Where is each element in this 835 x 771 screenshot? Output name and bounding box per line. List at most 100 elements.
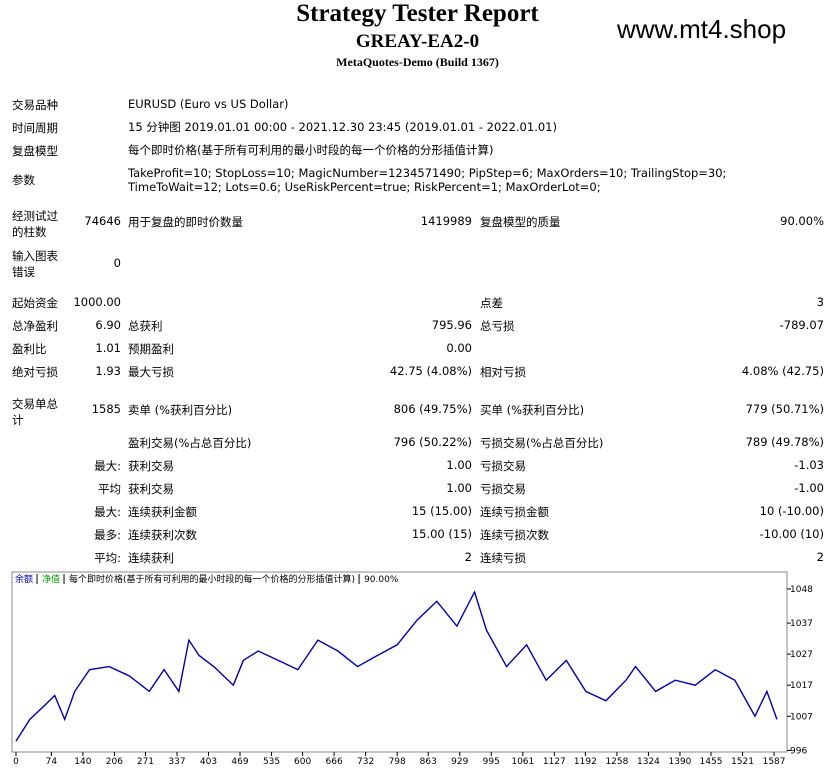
stat-value: 6.90 <box>95 318 121 332</box>
stat-value: 1419989 <box>420 214 472 228</box>
x-tick-label: 403 <box>200 757 217 767</box>
balance-line <box>15 590 778 742</box>
x-tick-label: 469 <box>231 757 248 767</box>
stat-value: 0 <box>113 256 121 270</box>
x-tick-label: 535 <box>263 757 280 767</box>
stat-label: 点差 <box>480 296 503 310</box>
x-tick-label: 666 <box>326 757 343 767</box>
x-tick-label: 1324 <box>637 757 660 767</box>
build: MetaQuotes-Demo (Build 1367) <box>336 55 499 69</box>
plot-frame <box>11 571 788 753</box>
stat-value: 1585 <box>91 402 121 416</box>
stat-value: 15 (15.00) <box>411 504 472 518</box>
balance-chart: 996 1007 1017 1027 1037 1048 0 74 140 206 271 337 40… <box>11 571 813 767</box>
subtitle: GREAY-EA2-0 <box>355 31 480 52</box>
y-tick-label: 1027 <box>790 650 813 660</box>
stat-value: 最多: <box>94 528 121 542</box>
x-tick-label: 206 <box>106 757 123 767</box>
info-value: 每个即时价格(基于所有可利用的最小时段的每一个价格的分形插值计算) <box>128 143 494 157</box>
stat-label: 亏损交易 <box>480 482 526 496</box>
stat-label: 最大亏损 <box>128 365 174 379</box>
stat-label: 起始资金 <box>12 296 58 310</box>
stat-label: 用于复盘的即时价数量 <box>128 215 243 229</box>
stat-label: 总亏损 <box>480 319 515 333</box>
x-tick-label: 995 <box>483 757 500 767</box>
x-tick-label: 0 <box>13 757 19 767</box>
x-tick-label: 929 <box>451 757 468 767</box>
info-label: 复盘模型 <box>12 144 58 158</box>
x-tick-label: 1127 <box>543 757 566 767</box>
stat-value: 1.00 <box>446 481 472 495</box>
stat-value: 796 (50.22%) <box>393 435 472 449</box>
stat-value: 42.75 (4.08%) <box>389 364 472 378</box>
x-tick-label: 1192 <box>574 757 597 767</box>
stat-value: 15.00 (15) <box>411 527 472 541</box>
stat-label: 输入图表错误 <box>12 249 58 279</box>
stat-label: 经测试过的柱数 <box>12 209 58 239</box>
stat-label: 买单 (%获利百分比) <box>480 403 585 417</box>
x-tick-label: 798 <box>389 757 406 767</box>
x-tick-label: 1390 <box>669 757 692 767</box>
stat-label: 相对亏损 <box>480 365 526 379</box>
y-tick-label: 1007 <box>790 712 813 722</box>
info-label: 交易品种 <box>12 98 58 112</box>
stat-label: 盈利交易(%占总百分比) <box>128 436 252 450</box>
x-tick-label: 140 <box>74 757 91 767</box>
stat-value: 最大: <box>94 505 121 519</box>
stat-value: 1000.00 <box>73 295 121 309</box>
legend-entry: 余额 <box>15 573 33 585</box>
stat-value: 平均: <box>94 551 121 565</box>
stat-value: 2 <box>464 550 472 564</box>
y-tick-label: 1037 <box>790 619 813 629</box>
stat-label: 连续获利金额 <box>128 505 197 519</box>
stat-label: 绝对亏损 <box>12 365 58 379</box>
stat-value: 806 (49.75%) <box>393 402 472 416</box>
legend-quality: 90.00% <box>364 575 399 585</box>
stat-label: 总净盈利 <box>12 319 58 333</box>
x-tick-label: 863 <box>420 757 437 767</box>
legend-entry: 净值 <box>42 573 60 585</box>
stat-value: 最大: <box>94 459 121 473</box>
y-tick-label: 1048 <box>790 585 813 595</box>
stat-value: 0.00 <box>446 341 472 355</box>
x-tick-label: 337 <box>168 757 185 767</box>
stat-label: 卖单 (%获利百分比) <box>128 403 233 417</box>
y-tick-label: 996 <box>790 746 807 756</box>
stat-label: 连续亏损金额 <box>480 505 549 519</box>
stat-value: 4.08% (42.75) <box>741 364 824 378</box>
info-value: 15 分钟图 2019.01.01 00:00 - 2021.12.30 23:… <box>128 120 557 134</box>
x-tick-label: 1061 <box>511 757 534 767</box>
x-tick-label: 271 <box>137 757 154 767</box>
title: Strategy Tester Report <box>296 0 539 27</box>
x-tick-label: 600 <box>294 757 311 767</box>
stat-label: 复盘模型的质量 <box>480 215 561 229</box>
stat-value: 779 (50.71%) <box>745 402 824 416</box>
stat-value: 74646 <box>84 214 121 228</box>
watermark: www.mt4.shop <box>617 14 787 44</box>
stat-value: -10.00 (10) <box>759 527 824 541</box>
stat-label: 获利交易 <box>128 482 174 496</box>
x-tick-label: 1521 <box>731 757 754 767</box>
info-label: 参数 <box>12 173 35 187</box>
x-tick-label: 732 <box>357 757 374 767</box>
stat-value: 2 <box>816 550 824 564</box>
stat-label: 总获利 <box>128 319 163 333</box>
stat-value: -1.00 <box>794 481 824 495</box>
stat-value: 1.01 <box>95 341 121 355</box>
stat-label: 交易单总计 <box>12 397 58 427</box>
stat-label: 亏损交易 <box>480 459 526 473</box>
stat-value: 平均 <box>98 482 121 496</box>
x-tick-label: 1587 <box>763 757 786 767</box>
stat-value: -789.07 <box>779 318 824 332</box>
x-tick-label: 1455 <box>700 757 723 767</box>
info-value: TakeProfit=10; StopLoss=10; MagicNumber=… <box>128 166 727 194</box>
stat-value: -1.03 <box>794 458 824 472</box>
stat-label: 连续获利 <box>128 551 174 565</box>
stat-label: 预期盈利 <box>128 342 174 356</box>
stat-value: 789 (49.78%) <box>745 435 824 449</box>
stat-value: 10 (-10.00) <box>759 504 824 518</box>
stat-label: 连续亏损次数 <box>480 528 549 542</box>
stat-value: 795.96 <box>431 318 472 332</box>
stat-label: 亏损交易(%占总百分比) <box>480 436 604 450</box>
